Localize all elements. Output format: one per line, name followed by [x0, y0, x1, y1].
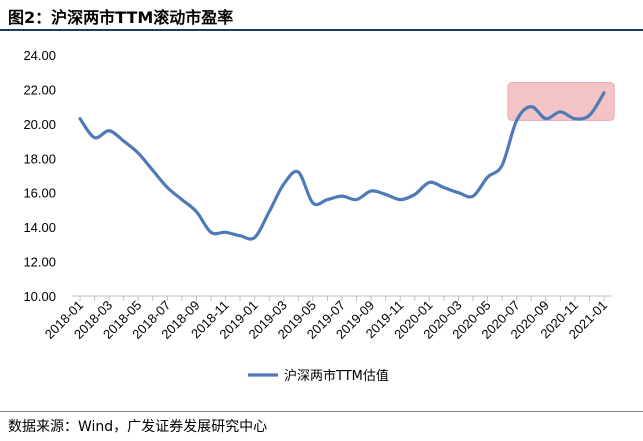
- y-tick-label: 14.00: [23, 220, 56, 235]
- y-tick-label: 20.00: [23, 117, 56, 132]
- title-underline: [0, 29, 643, 31]
- footer-divider: [0, 411, 643, 412]
- figure-title: 图2：沪深两市TTM滚动市盈率: [8, 8, 234, 27]
- y-tick-label: 22.00: [23, 82, 56, 97]
- source-note: 数据来源：Wind，广发证券发展研究中心: [8, 419, 268, 435]
- y-tick-label: 12.00: [23, 255, 56, 270]
- y-tick-label: 10.00: [23, 289, 56, 304]
- y-tick-label: 16.00: [23, 186, 56, 201]
- highlight-region: [507, 82, 615, 121]
- series-line: [78, 91, 606, 241]
- line-chart: 10.00 12.00 14.00 16.00 18.00 20.00 22.00 24.00…: [23, 48, 615, 384]
- y-tick-label: 24.00: [23, 48, 56, 63]
- legend-label: 沪深两市TTM估值: [284, 368, 389, 384]
- y-tick-label: 18.00: [23, 151, 56, 166]
